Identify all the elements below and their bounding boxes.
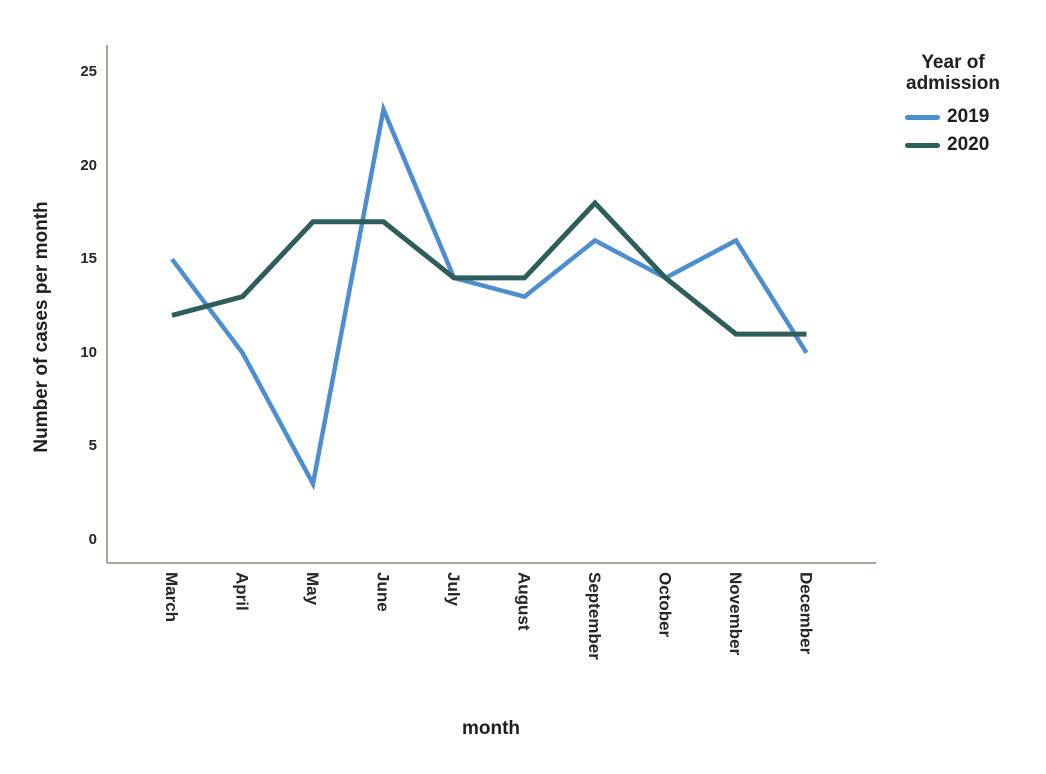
legend-swatch-2020 — [905, 142, 940, 148]
month-label-may: May — [303, 572, 322, 606]
y-tick-label: 20 — [80, 156, 97, 174]
y-tick-label: 0 — [88, 531, 97, 548]
legend-title: Year of admission — [906, 52, 1000, 94]
series-line-2020 — [171, 199, 807, 337]
legend-label-2019: 2019 — [947, 106, 990, 127]
legend: Year of admission 2019 2020 — [878, 52, 1028, 162]
month-label-september: September — [585, 572, 604, 660]
series-line-2019 — [170, 101, 809, 491]
month-label-november: November — [726, 572, 745, 656]
y-tick-label: 25 — [80, 63, 97, 80]
y-tick-label: 15 — [80, 250, 97, 268]
legend-entry-2020: 2020 — [905, 134, 1028, 156]
legend-entry-2019: 2019 — [905, 106, 1028, 128]
month-label-july: July — [444, 572, 463, 607]
y-axis-title: Number of cases per month — [31, 201, 52, 453]
month-label-april: April — [232, 572, 252, 611]
month-label-august: August — [514, 572, 534, 631]
x-axis-title: month — [461, 718, 521, 739]
legend-swatch-2019 — [905, 114, 940, 120]
month-label-december: December — [796, 572, 816, 655]
legend-label-2020: 2020 — [947, 134, 990, 155]
y-tick-label: 10 — [80, 343, 97, 361]
month-label-october: October — [655, 572, 675, 638]
month-label-june: June — [373, 572, 393, 612]
month-label-march: March — [162, 572, 181, 623]
legend-entries: 2019 2020 — [878, 106, 1028, 156]
y-tick-label: 5 — [88, 437, 97, 455]
